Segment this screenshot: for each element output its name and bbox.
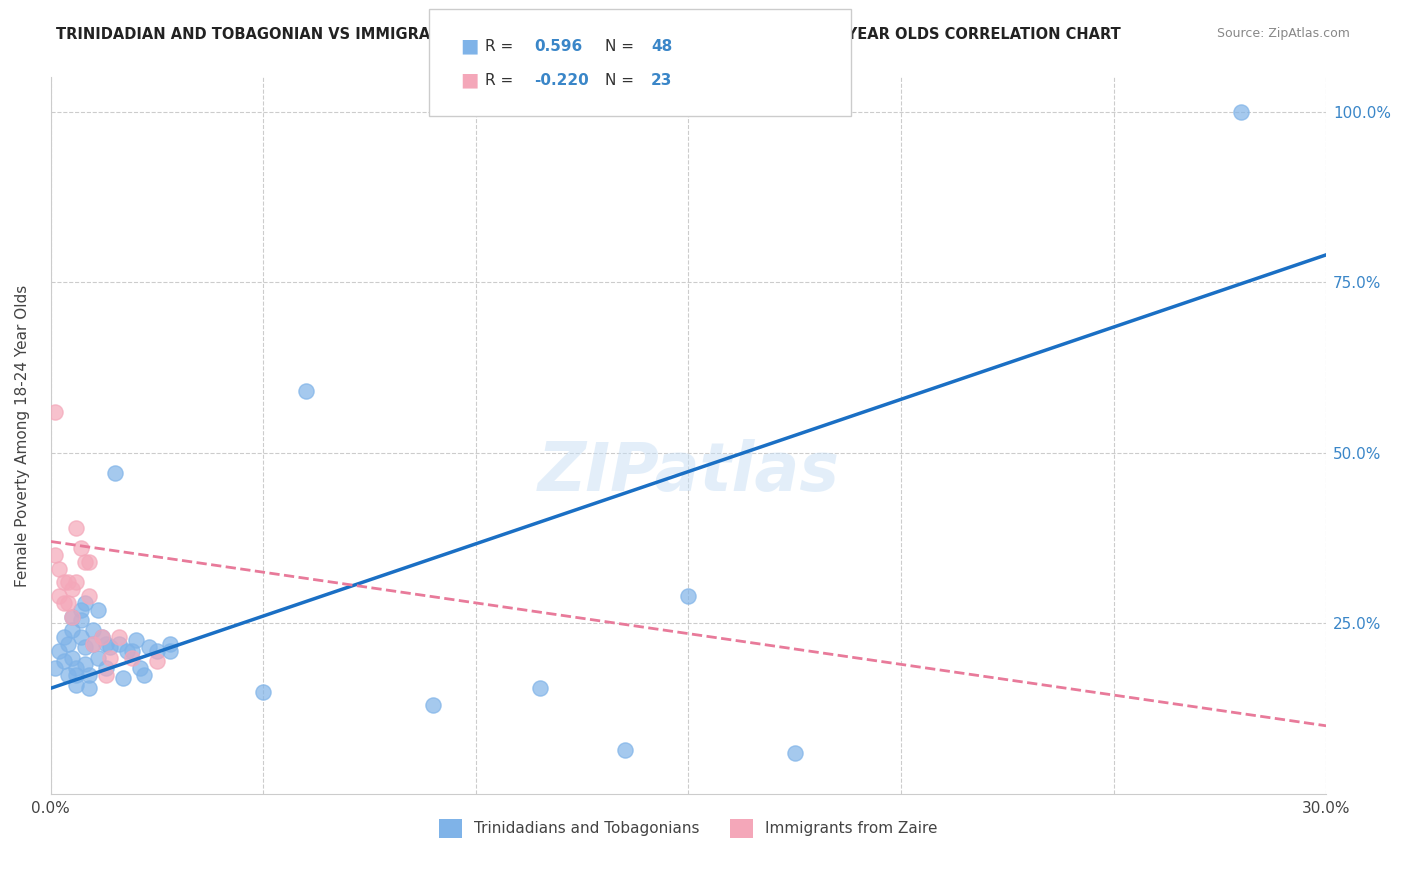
Point	[77, 555, 100, 569]
Point	[678, 589, 700, 603]
Point	[73, 657, 96, 672]
Point	[65, 661, 87, 675]
Point	[146, 654, 169, 668]
Point	[65, 678, 87, 692]
Text: N =: N =	[605, 39, 634, 54]
Point	[159, 643, 181, 657]
Point	[48, 589, 70, 603]
Point	[56, 596, 79, 610]
Point	[104, 467, 127, 481]
Point	[52, 630, 75, 644]
Point	[52, 654, 75, 668]
Point	[1230, 104, 1253, 119]
Point	[82, 637, 104, 651]
Text: N =: N =	[605, 73, 634, 87]
Point	[56, 575, 79, 590]
Text: ZIPatlas: ZIPatlas	[537, 439, 839, 505]
Text: TRINIDADIAN AND TOBAGONIAN VS IMMIGRANTS FROM ZAIRE FEMALE POVERTY AMONG 18-24 Y: TRINIDADIAN AND TOBAGONIAN VS IMMIGRANTS…	[56, 27, 1121, 42]
Point	[252, 684, 274, 698]
Point	[65, 521, 87, 535]
Point	[94, 667, 117, 681]
Point	[121, 650, 143, 665]
Point	[77, 667, 100, 681]
Point	[108, 630, 131, 644]
Point	[125, 633, 148, 648]
Point	[159, 637, 181, 651]
Text: 48: 48	[651, 39, 672, 54]
Point	[73, 596, 96, 610]
Point	[146, 643, 169, 657]
Point	[56, 637, 79, 651]
Point	[44, 405, 66, 419]
Point	[86, 650, 108, 665]
Point	[48, 643, 70, 657]
Point	[90, 630, 112, 644]
Point	[98, 650, 121, 665]
Point	[65, 575, 87, 590]
Point	[783, 746, 806, 760]
Point	[44, 661, 66, 675]
Point	[56, 667, 79, 681]
Point	[90, 630, 112, 644]
Point	[86, 603, 108, 617]
Text: ■: ■	[460, 37, 478, 56]
Point	[69, 613, 91, 627]
Point	[48, 562, 70, 576]
Point	[69, 541, 91, 556]
Point	[44, 548, 66, 562]
Point	[60, 609, 83, 624]
Point	[52, 596, 75, 610]
Point	[108, 637, 131, 651]
Text: Source: ZipAtlas.com: Source: ZipAtlas.com	[1216, 27, 1350, 40]
Point	[73, 640, 96, 655]
Point	[60, 609, 83, 624]
Point	[295, 384, 318, 399]
Point	[77, 681, 100, 696]
Point	[129, 661, 152, 675]
Point	[613, 742, 636, 756]
Text: -0.220: -0.220	[534, 73, 589, 87]
Point	[134, 667, 156, 681]
Point	[60, 582, 83, 597]
Point	[98, 640, 121, 655]
Text: R =: R =	[485, 73, 513, 87]
Point	[94, 661, 117, 675]
Text: 0.596: 0.596	[534, 39, 582, 54]
Point	[529, 681, 551, 696]
Text: R =: R =	[485, 39, 513, 54]
Point	[422, 698, 444, 713]
Point	[77, 589, 100, 603]
Y-axis label: Female Poverty Among 18-24 Year Olds: Female Poverty Among 18-24 Year Olds	[15, 285, 30, 587]
Point	[65, 667, 87, 681]
Point	[82, 624, 104, 638]
Point	[117, 643, 139, 657]
Point	[52, 575, 75, 590]
Point	[82, 637, 104, 651]
Point	[60, 624, 83, 638]
Legend: Trinidadians and Tobagonians, Immigrants from Zaire: Trinidadians and Tobagonians, Immigrants…	[433, 813, 943, 844]
Point	[73, 555, 96, 569]
Point	[112, 671, 135, 685]
Point	[69, 603, 91, 617]
Point	[138, 640, 160, 655]
Text: 23: 23	[651, 73, 672, 87]
Point	[121, 643, 143, 657]
Text: ■: ■	[460, 70, 478, 90]
Point	[69, 630, 91, 644]
Point	[60, 650, 83, 665]
Point	[94, 637, 117, 651]
